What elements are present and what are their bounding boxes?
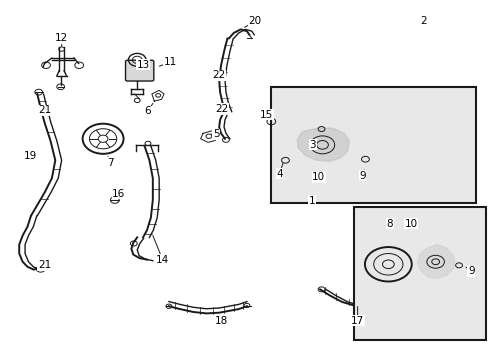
Text: 13: 13: [136, 59, 149, 69]
Text: 9: 9: [467, 266, 473, 276]
Text: 22: 22: [215, 104, 228, 114]
Text: 9: 9: [359, 171, 365, 181]
Text: 12: 12: [55, 33, 68, 43]
Text: 5: 5: [212, 129, 219, 139]
Text: 2: 2: [420, 17, 427, 27]
Text: 15: 15: [259, 110, 272, 120]
FancyBboxPatch shape: [125, 60, 154, 81]
Polygon shape: [417, 244, 453, 279]
Bar: [271, 87, 475, 203]
Text: 16: 16: [112, 189, 125, 199]
Text: 17: 17: [350, 316, 364, 325]
Text: 10: 10: [311, 172, 325, 182]
Text: 4: 4: [276, 168, 283, 179]
Text: 20: 20: [248, 17, 261, 27]
Text: 10: 10: [404, 219, 417, 229]
Text: 14: 14: [156, 255, 169, 265]
Text: 21: 21: [38, 260, 51, 270]
Text: 21: 21: [38, 105, 51, 115]
Text: 7: 7: [107, 158, 114, 168]
Text: 22: 22: [212, 70, 225, 80]
Text: 11: 11: [163, 57, 177, 67]
Text: 1: 1: [308, 196, 314, 206]
Text: 19: 19: [24, 150, 38, 161]
Text: 3: 3: [309, 140, 315, 150]
Text: 6: 6: [144, 106, 151, 116]
Bar: [353, 207, 485, 339]
Text: 18: 18: [214, 316, 227, 325]
Polygon shape: [297, 128, 348, 161]
Text: 8: 8: [386, 219, 392, 229]
